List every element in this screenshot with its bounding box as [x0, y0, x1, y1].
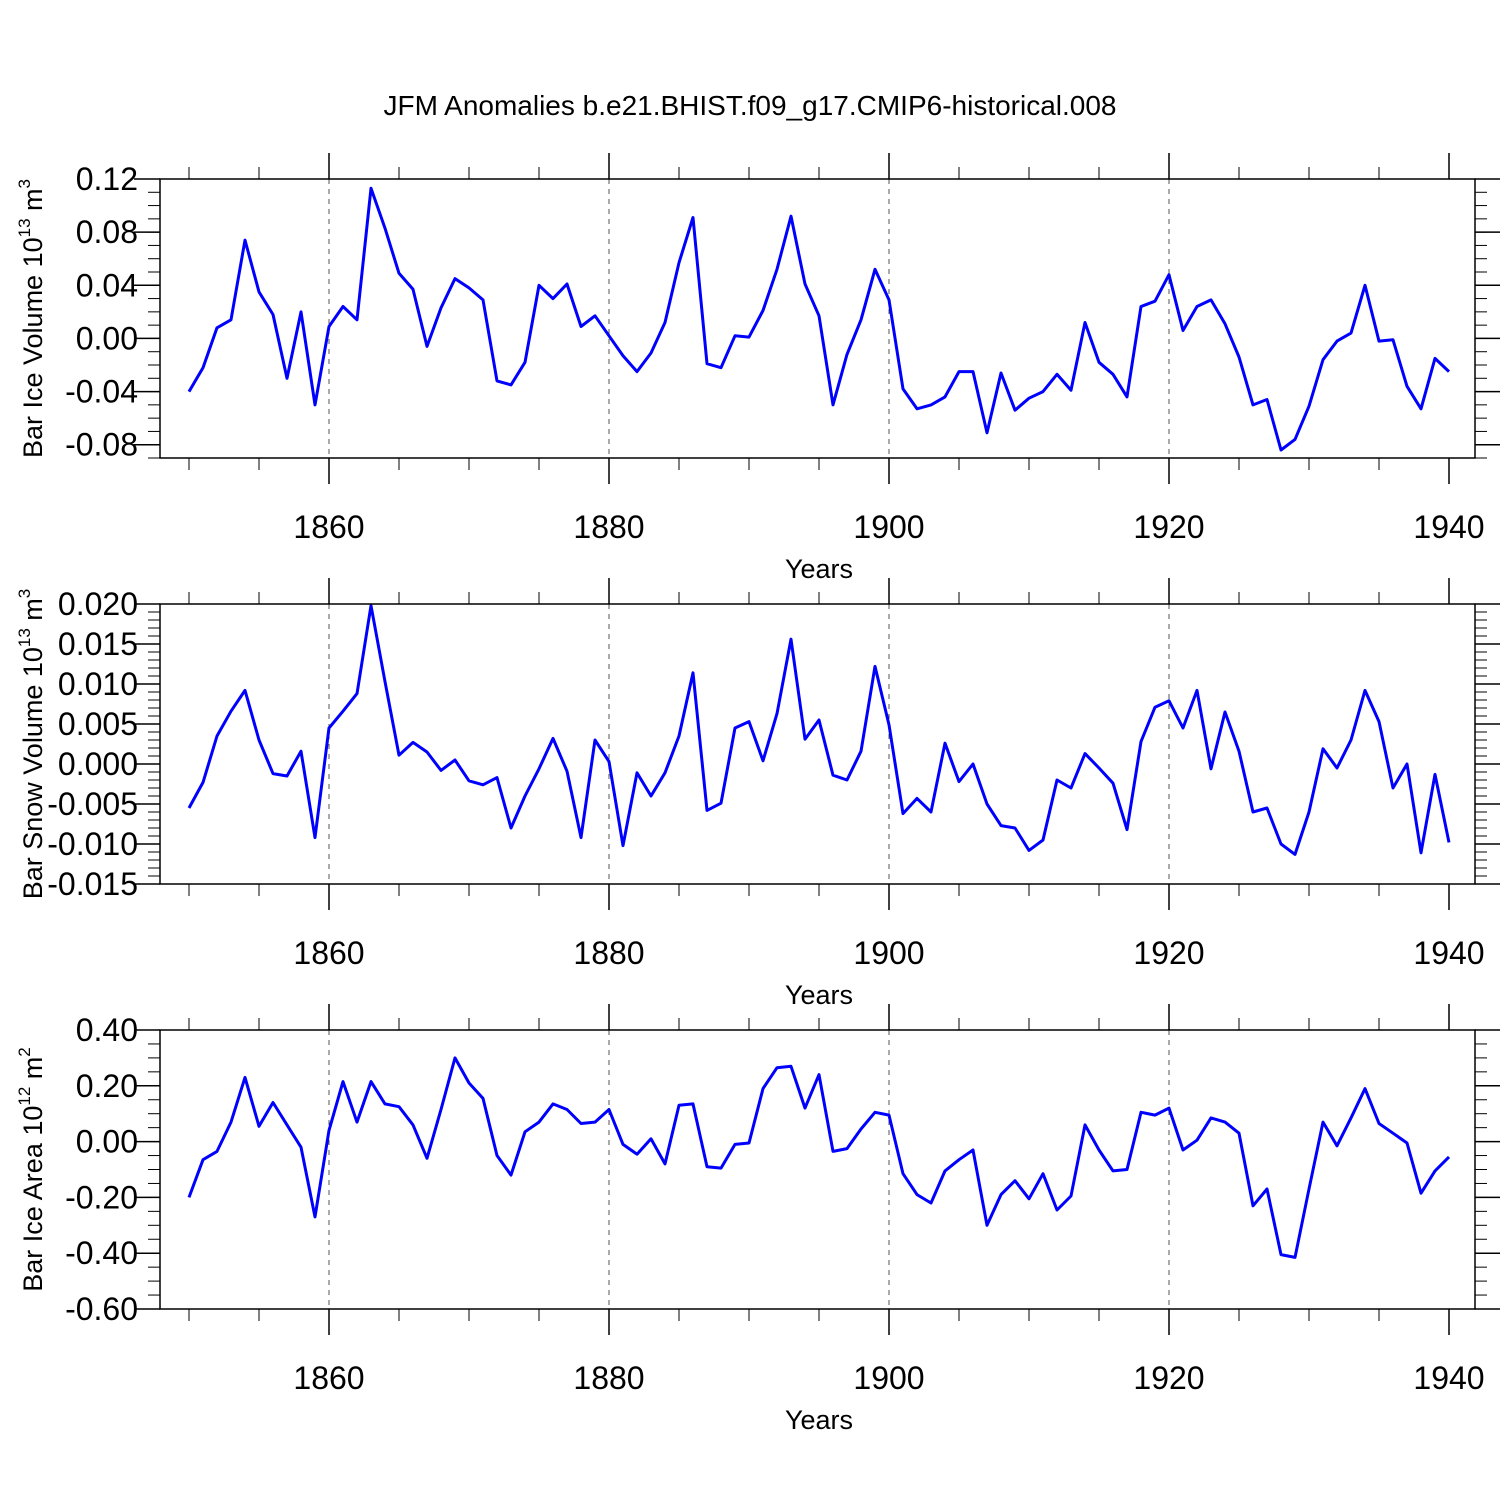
- plot-frame: [159, 1029, 1476, 1310]
- major-ticks: [134, 578, 1500, 910]
- y-axis-label-unit: m: [18, 598, 48, 628]
- series-line-ice-area: [187, 1056, 1451, 1259]
- x-axis-label: Years: [785, 980, 853, 1010]
- x-tick-label: 1920: [1133, 509, 1204, 545]
- major-ticks: [134, 153, 1500, 484]
- y-axis-label: Bar Snow Volume 1013 m3: [15, 589, 48, 900]
- y-tick-label: 0.000: [58, 746, 138, 782]
- plot-frame: [159, 178, 1476, 459]
- y-tick-label: -0.010: [47, 826, 138, 862]
- x-tick-labels: 1860 1880 1900 1920 1940: [293, 509, 1484, 545]
- x-tick-label: 1920: [1133, 1360, 1204, 1396]
- panel-ice-volume: 0.120.080.040.00-0.04-0.08 1860 1880 1900 1…: [15, 153, 1500, 584]
- vertical-gridlines: [328, 1030, 1170, 1309]
- x-tick-label: 1860: [293, 935, 364, 971]
- panel-snow-volume: 0.020 0.015 0.010 0.005 0.000 -0.005 -0.010 -0.…: [15, 578, 1500, 1010]
- y-tick-label: 0.04: [76, 267, 138, 303]
- y-axis-label-exponent: 13: [15, 628, 34, 647]
- y-tick-label: -0.08: [65, 427, 138, 463]
- x-tick-label: 1880: [573, 509, 644, 545]
- x-axis-label: Years: [785, 554, 853, 584]
- y-axis-label-unit-exponent: 3: [15, 179, 34, 188]
- x-tick-label: 1900: [853, 935, 924, 971]
- y-tick-label: 0.20: [76, 1068, 138, 1104]
- y-tick-label: 0.40: [76, 1012, 138, 1048]
- y-tick-label: 0.00: [76, 320, 138, 356]
- figure-title: JFM Anomalies b.e21.BHIST.f09_g17.CMIP6-…: [383, 90, 1116, 121]
- y-tick-label: 0.020: [58, 586, 138, 622]
- x-axis-label: Years: [785, 1405, 853, 1435]
- plot-frame: [159, 603, 1476, 885]
- y-tick-label: 0.005: [58, 706, 138, 742]
- y-tick-labels: 0.020 0.015 0.010 0.005 0.000 -0.005 -0.010 -0.…: [47, 586, 138, 902]
- y-axis-label-unit-exponent: 3: [15, 589, 34, 598]
- y-axis-label: Bar Ice Volume 1013 m3: [15, 179, 48, 458]
- y-tick-label: -0.40: [65, 1235, 138, 1271]
- y-tick-label: -0.20: [65, 1179, 138, 1215]
- y-tick-label: -0.015: [47, 866, 138, 902]
- x-tick-label: 1880: [573, 1360, 644, 1396]
- minor-ticks: [148, 592, 1487, 896]
- y-tick-label: 0.00: [76, 1124, 138, 1160]
- y-tick-label: 0.08: [76, 214, 138, 250]
- x-tick-label: 1880: [573, 935, 644, 971]
- y-tick-labels: 0.12 0.08 0.04 0.00 -0.04 -0.08: [65, 161, 138, 463]
- y-axis-label-unit: m: [18, 1057, 48, 1087]
- y-axis-label-exponent: 13: [15, 218, 34, 237]
- y-axis-label-unit-exponent: 2: [15, 1047, 34, 1056]
- y-axis-label-exponent: 12: [15, 1087, 34, 1106]
- panel-ice-area: 0.40 0.20 0.00 -0.20 -0.40 -0.60 1860 1880 1900…: [15, 1004, 1500, 1435]
- x-tick-label: 1920: [1133, 935, 1204, 971]
- minor-ticks: [148, 1018, 1487, 1321]
- x-tick-label: 1860: [293, 509, 364, 545]
- x-tick-label: 1900: [853, 1360, 924, 1396]
- y-tick-label: -0.60: [65, 1291, 138, 1327]
- y-tick-label: 0.12: [76, 161, 138, 197]
- minor-ticks: [148, 167, 1487, 470]
- y-tick-label: -0.005: [47, 786, 138, 822]
- y-tick-labels: 0.40 0.20 0.00 -0.20 -0.40 -0.60: [65, 1012, 138, 1327]
- x-tick-label: 1900: [853, 509, 924, 545]
- x-tick-label: 1940: [1413, 509, 1484, 545]
- x-tick-label: 1860: [293, 1360, 364, 1396]
- y-axis-label-text: Bar Ice Volume 10: [18, 237, 48, 458]
- y-tick-label: 0.015: [58, 626, 138, 662]
- y-tick-label: -0.04: [65, 374, 138, 410]
- y-tick-label: 0.010: [58, 666, 138, 702]
- series-line-ice-volume: [187, 186, 1451, 452]
- x-tick-labels: 1860 1880 1900 1920 1940: [293, 935, 1484, 971]
- y-axis-label-text: Bar Ice Area 10: [18, 1106, 48, 1292]
- y-axis-label: Bar Ice Area 1012 m2: [15, 1047, 48, 1292]
- x-tick-labels: 1860 1880 1900 1920 1940: [293, 1360, 1484, 1396]
- major-ticks: [134, 1004, 1500, 1335]
- x-tick-label: 1940: [1413, 935, 1484, 971]
- y-axis-label-unit: m: [18, 188, 48, 218]
- y-axis-label-text: Bar Snow Volume 10: [18, 647, 48, 899]
- vertical-gridlines: [328, 179, 1170, 458]
- x-tick-label: 1940: [1413, 1360, 1484, 1396]
- vertical-gridlines: [328, 604, 1170, 884]
- series-line-snow-volume: [187, 604, 1451, 856]
